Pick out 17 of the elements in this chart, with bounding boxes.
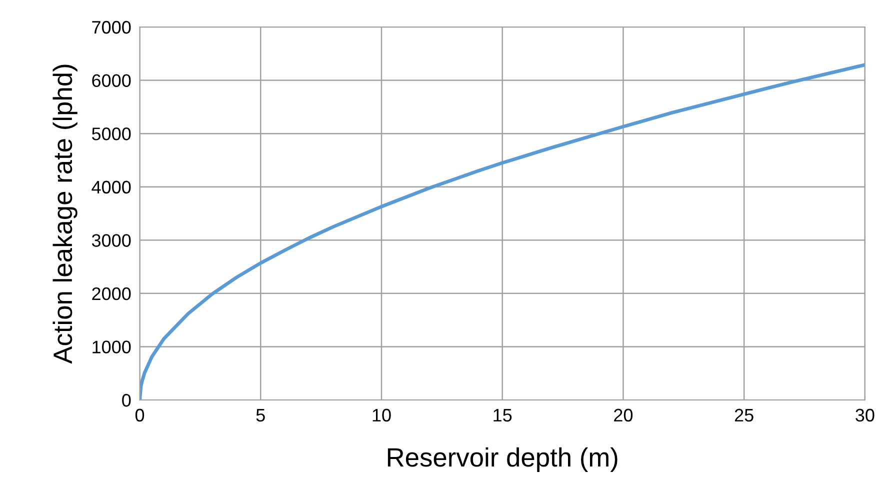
y-tick-label: 3000 bbox=[92, 234, 131, 247]
y-tick-label: 4000 bbox=[92, 180, 131, 194]
y-tick-label: 6000 bbox=[92, 74, 131, 88]
x-tick-label: 10 bbox=[372, 408, 391, 422]
x-tick-label: 20 bbox=[614, 408, 633, 422]
x-axis-title: Reservoir depth (m) bbox=[388, 447, 618, 472]
y-tick-label: 0 bbox=[122, 394, 131, 407]
x-tick-label: 30 bbox=[856, 408, 874, 422]
y-axis-title: Action leakage rate (lphd) bbox=[52, 64, 78, 364]
y-tick-label: 2000 bbox=[92, 287, 131, 300]
x-tick-label: 5 bbox=[256, 408, 265, 422]
y-tick-label: 1000 bbox=[92, 340, 131, 354]
y-tick-label: 5000 bbox=[92, 128, 131, 140]
y-tick-label: 7000 bbox=[92, 20, 131, 34]
x-tick-label: 0 bbox=[135, 408, 144, 422]
x-tick-label: 15 bbox=[494, 408, 512, 422]
x-tick-label: 25 bbox=[734, 408, 754, 422]
